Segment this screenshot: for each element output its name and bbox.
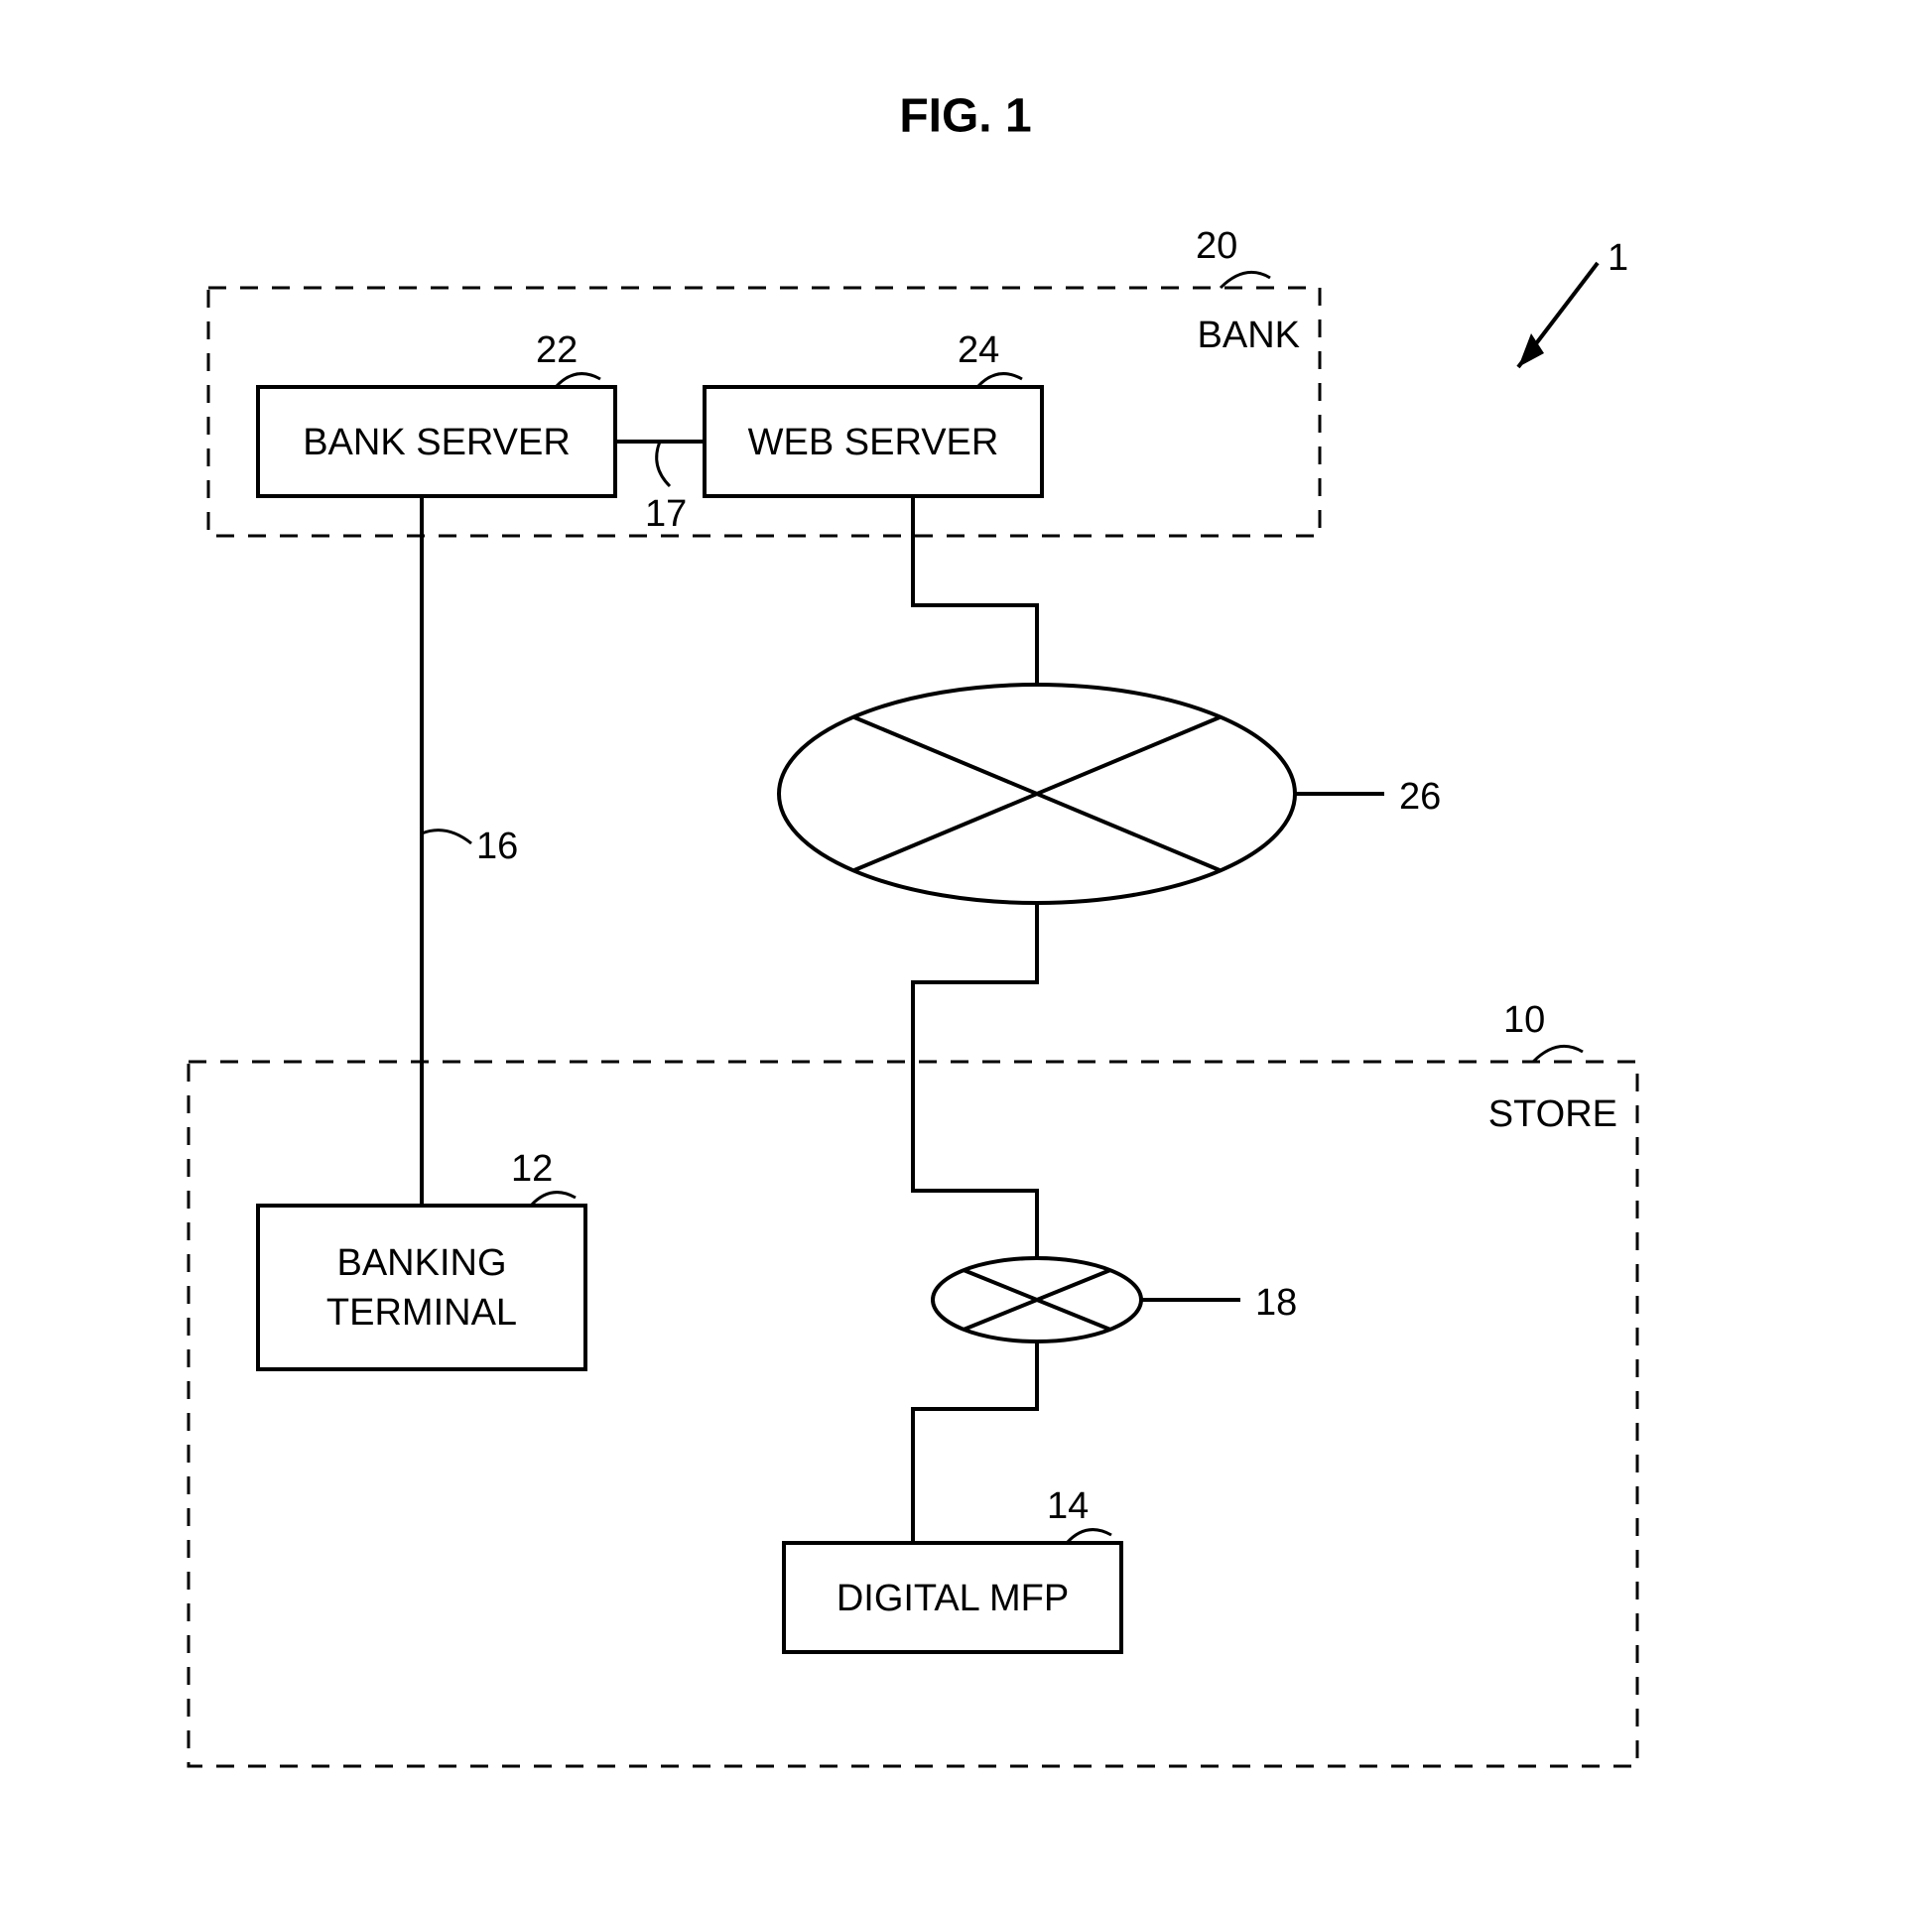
digital-mfp-ref: 14 — [1047, 1485, 1089, 1527]
diagram-canvas: FIG. 1 1 20 BANK BANK SERVER 22 WEB SERV… — [0, 0, 1932, 1916]
digital-mfp-label: DIGITAL MFP — [837, 1578, 1069, 1619]
edge-web-network — [913, 496, 1037, 685]
bank-server-label: BANK SERVER — [303, 422, 571, 463]
banking-terminal-ref: 12 — [511, 1148, 553, 1190]
edge-bank-web-ref: 17 — [645, 493, 687, 535]
network-large-ref: 26 — [1399, 776, 1441, 818]
digital-mfp-leader — [1067, 1530, 1111, 1543]
bank-group-label: BANK — [1198, 315, 1300, 356]
store-group-label: STORE — [1488, 1093, 1617, 1135]
store-group-ref: 10 — [1503, 999, 1545, 1041]
bank-group-leader — [1221, 272, 1270, 288]
banking-terminal-box — [258, 1206, 585, 1369]
banking-terminal-leader — [531, 1193, 576, 1206]
network-small-icon — [933, 1258, 1141, 1341]
figure-title: FIG. 1 — [899, 90, 1031, 143]
bank-group-ref: 20 — [1196, 225, 1237, 267]
system-ref-label: 1 — [1608, 237, 1628, 279]
network-small-ref: 18 — [1255, 1282, 1297, 1324]
edge-router-mfp — [913, 1341, 1037, 1543]
edge-bank-web-leader — [657, 442, 670, 486]
network-large-icon — [779, 685, 1295, 903]
web-server-ref: 24 — [958, 329, 999, 371]
edge-bank-terminal-ref: 16 — [476, 826, 518, 867]
store-group-leader — [1533, 1046, 1583, 1062]
web-server-label: WEB SERVER — [748, 422, 999, 463]
system-ref-arrow: 1 — [1518, 237, 1628, 367]
edge-bank-terminal-leader — [422, 830, 471, 843]
bank-server-ref: 22 — [536, 329, 578, 371]
banking-terminal-label2: TERMINAL — [326, 1292, 517, 1334]
web-server-leader — [977, 374, 1022, 387]
banking-terminal-label1: BANKING — [336, 1242, 506, 1284]
bank-server-leader — [556, 374, 600, 387]
edge-network-router — [913, 903, 1037, 1258]
